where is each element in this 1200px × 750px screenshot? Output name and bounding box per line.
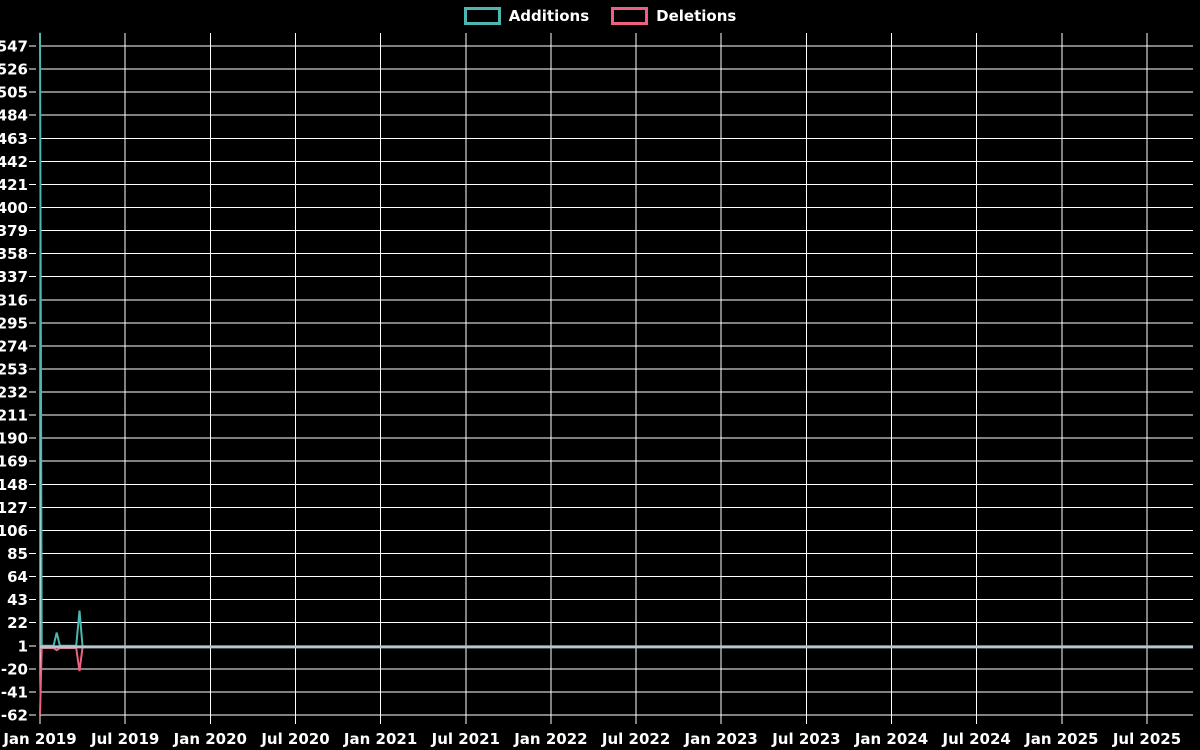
y-axis-label: 1 (18, 637, 28, 655)
x-axis-label: Jan 2022 (513, 730, 587, 748)
additions-swatch-icon (463, 7, 501, 25)
y-axis-label: 316 (0, 291, 28, 309)
legend-item-deletions[interactable]: Deletions (611, 7, 736, 25)
y-axis-label: 379 (0, 222, 28, 240)
y-axis-label: 337 (0, 268, 28, 286)
y-axis-label: 211 (0, 407, 28, 425)
y-axis-label: 505 (0, 84, 28, 102)
x-axis-label: Jan 2020 (173, 730, 247, 748)
y-axis-label: 526 (0, 61, 28, 79)
y-axis-label: 442 (0, 153, 28, 171)
x-axis-label: Jan 2019 (2, 730, 76, 748)
x-axis-label: Jan 2021 (343, 730, 417, 748)
y-axis-label: 190 (0, 430, 28, 448)
y-axis-label: 400 (0, 199, 28, 217)
y-axis-label: 43 (7, 591, 28, 609)
y-axis-label: 85 (7, 545, 28, 563)
x-axis-label: Jan 2025 (1024, 730, 1098, 748)
chart-legend: Additions Deletions (0, 7, 1200, 25)
y-axis-label: 421 (0, 176, 28, 194)
y-axis-label: -41 (1, 683, 28, 701)
x-axis-label: Jul 2023 (771, 730, 840, 748)
y-axis-label: 232 (0, 384, 28, 402)
x-axis-label: Jul 2020 (260, 730, 329, 748)
legend-label-deletions: Deletions (656, 7, 737, 25)
y-axis-label: 148 (0, 476, 28, 494)
x-axis-label: Jan 2023 (684, 730, 758, 748)
y-axis-label: 358 (0, 245, 28, 263)
x-axis-label: Jul 2022 (601, 730, 670, 748)
y-axis-label: 169 (0, 453, 28, 471)
x-axis-label: Jul 2025 (1112, 730, 1181, 748)
y-axis-label: 463 (0, 130, 28, 148)
series-line-additions (39, 32, 1193, 648)
y-axis-label: 64 (7, 568, 28, 586)
x-axis-label: Jan 2024 (854, 730, 928, 748)
y-axis-label: -20 (1, 660, 28, 678)
y-axis-label: 295 (0, 314, 28, 332)
y-axis-label: 106 (0, 522, 28, 540)
x-axis-label: Jul 2019 (90, 730, 159, 748)
y-axis-label: 253 (0, 361, 28, 379)
series-line-deletions (39, 645, 1193, 716)
x-axis-label: Jul 2021 (431, 730, 500, 748)
y-axis-label: -62 (1, 707, 28, 725)
y-axis-label: 22 (7, 614, 28, 632)
y-axis-label: 547 (0, 38, 28, 56)
x-axis-label: Jul 2024 (942, 730, 1011, 748)
legend-label-additions: Additions (508, 7, 590, 25)
y-axis-label: 484 (0, 107, 28, 125)
y-axis-label: 127 (0, 499, 28, 517)
y-axis-label: 274 (0, 337, 28, 355)
deletions-swatch-icon (611, 7, 649, 25)
legend-item-additions[interactable]: Additions (463, 7, 590, 25)
